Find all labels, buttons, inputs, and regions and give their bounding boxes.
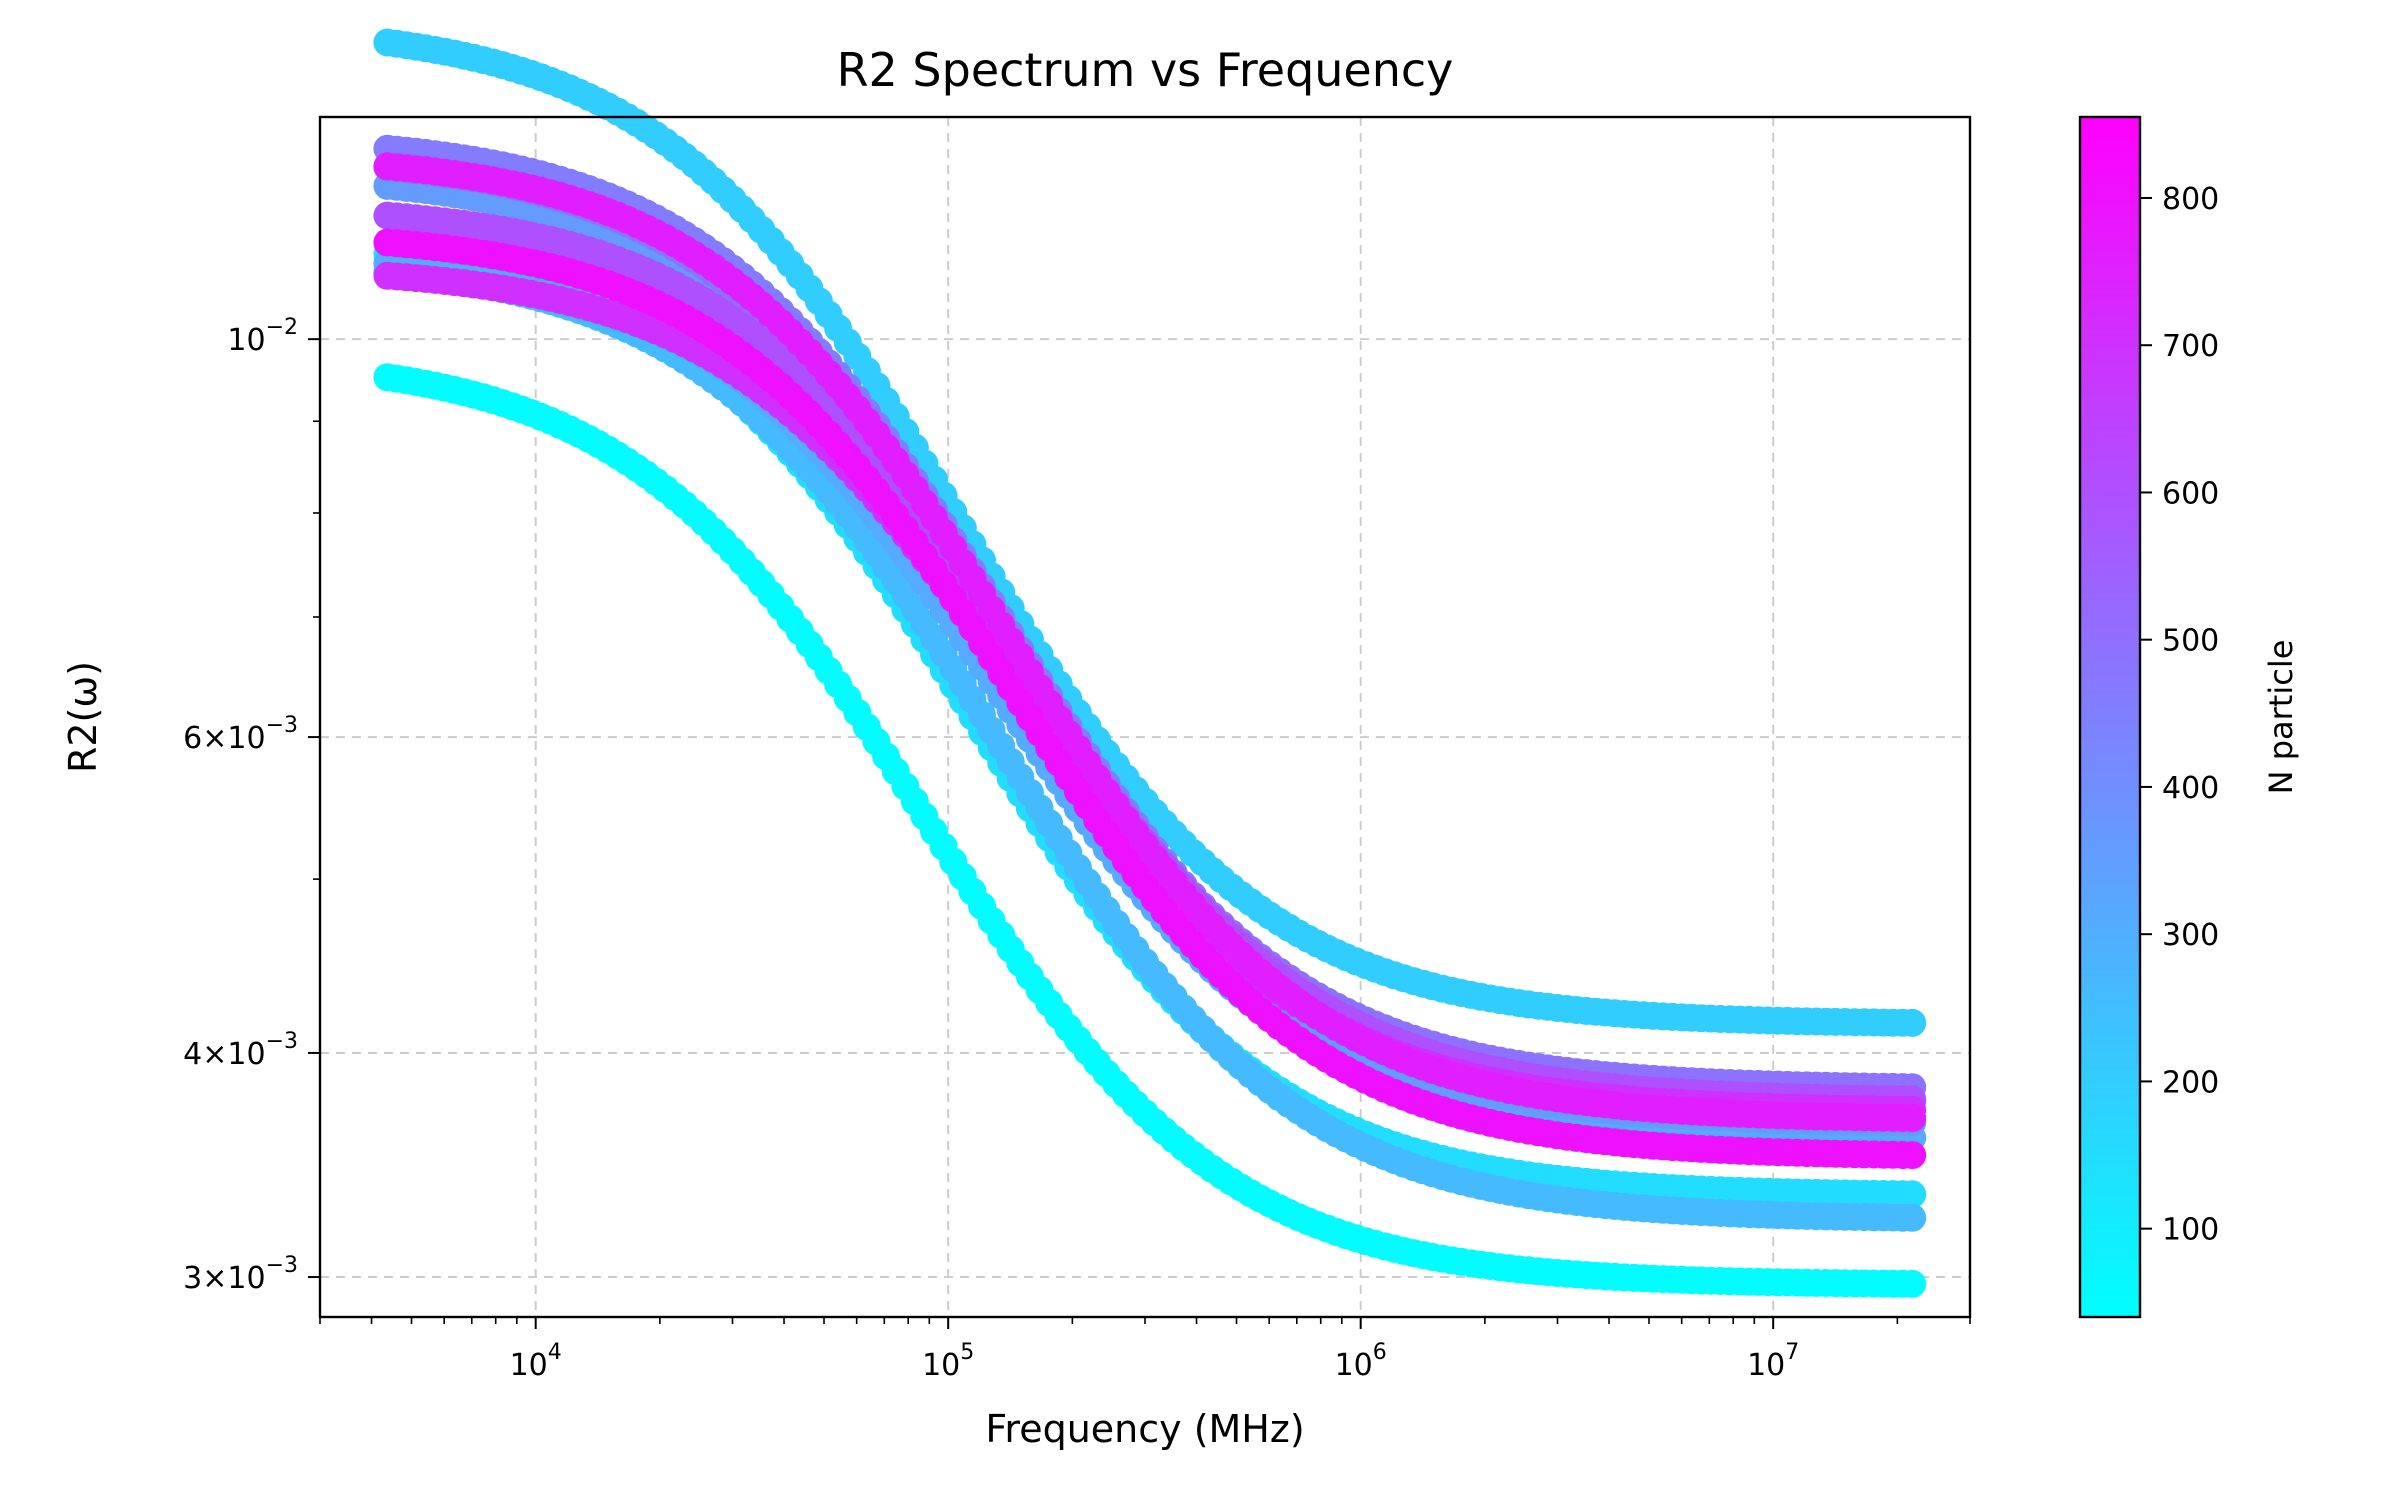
colorbar-gradient <box>2078 115 2142 1319</box>
scatter-point <box>1898 1141 1927 1170</box>
colorbar-tick-label: 400 <box>2162 771 2219 806</box>
grid <box>320 117 1970 1317</box>
scatter-series <box>373 363 1927 1298</box>
colorbar-tick-label: 700 <box>2162 329 2219 364</box>
y-tick-label: 6×10−3 <box>183 713 298 756</box>
y-tick-label: 10−2 <box>227 315 298 358</box>
scatter-points <box>373 28 1927 1298</box>
axis-ticks: 104 105 106 107 3×10−3 4×10−3 6×10−3 10−2 <box>183 315 1971 1383</box>
chart-title: R2 Spectrum vs Frequency <box>837 43 1454 97</box>
x-tick-label: 105 <box>922 1340 974 1383</box>
colorbar-tick-label: 300 <box>2162 918 2219 953</box>
scatter-point <box>1898 1008 1927 1037</box>
scatter-series <box>373 228 1927 1170</box>
colorbar-tick-label: 500 <box>2162 624 2219 659</box>
scatter-series <box>373 152 1927 1133</box>
x-tick-label: 107 <box>1747 1340 1799 1383</box>
scatter-point <box>1898 1269 1927 1298</box>
colorbar-label: N particle <box>2262 640 2300 795</box>
x-tick-label: 104 <box>510 1340 562 1383</box>
colorbar: 100 200 300 400 500 600 700 800 <box>2078 115 2219 1319</box>
y-tick-label: 4×10−3 <box>183 1029 298 1072</box>
x-axis-label: Frequency (MHz) <box>985 1407 1304 1451</box>
scatter-point <box>1898 1180 1927 1209</box>
colorbar-tick-label: 200 <box>2162 1065 2219 1100</box>
x-tick-label: 106 <box>1335 1340 1387 1383</box>
colorbar-tick-label: 800 <box>2162 182 2219 217</box>
y-axis-label: R2(ω) <box>61 661 105 773</box>
scatter-point <box>1898 1104 1927 1133</box>
colorbar-tick-label: 100 <box>2162 1213 2219 1248</box>
colorbar-tick-label: 600 <box>2162 476 2219 511</box>
scatter-point <box>1898 1203 1927 1232</box>
scatter-series <box>373 258 1927 1232</box>
y-tick-label: 3×10−3 <box>183 1253 298 1296</box>
